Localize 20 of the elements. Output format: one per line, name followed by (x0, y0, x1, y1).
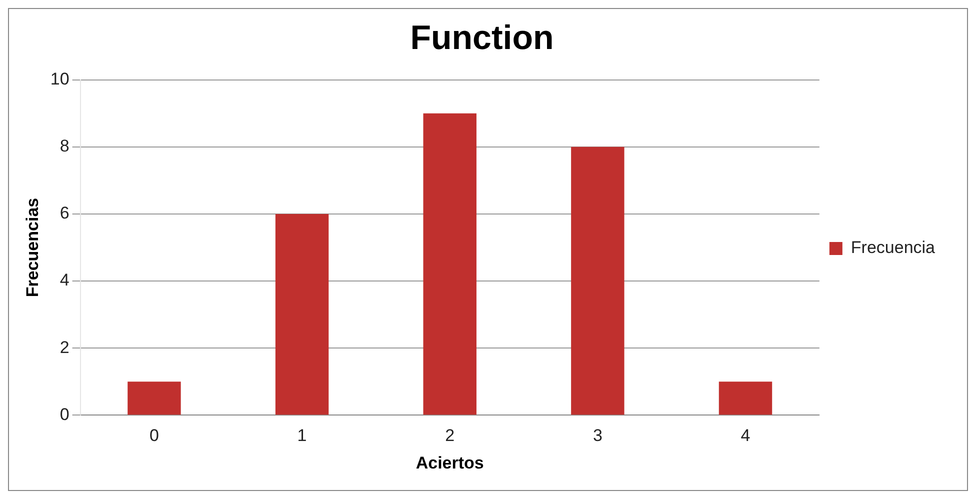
bar (718, 382, 772, 415)
y-axis-title: Frecuencias (22, 198, 42, 298)
bar (423, 113, 476, 415)
y-tick-label: 0 (60, 404, 70, 424)
y-tick-label: 4 (60, 270, 70, 290)
legend-label: Frecuencia (850, 238, 936, 258)
y-tick-label: 2 (60, 338, 70, 357)
y-tick-label: 8 (60, 136, 70, 156)
y-tick-label: 10 (50, 69, 70, 88)
bar (275, 214, 329, 415)
x-tick-label: 1 (297, 426, 307, 446)
bar (128, 382, 181, 415)
x-tick-label: 2 (445, 426, 455, 446)
chart-title: Function (410, 18, 554, 57)
x-axis-title: Aciertos (416, 453, 484, 472)
bar (571, 146, 624, 415)
x-tick-label: 0 (149, 426, 159, 446)
x-tick-label: 4 (740, 426, 750, 446)
y-tick-label: 6 (60, 204, 70, 223)
x-tick-label: 3 (592, 426, 602, 446)
